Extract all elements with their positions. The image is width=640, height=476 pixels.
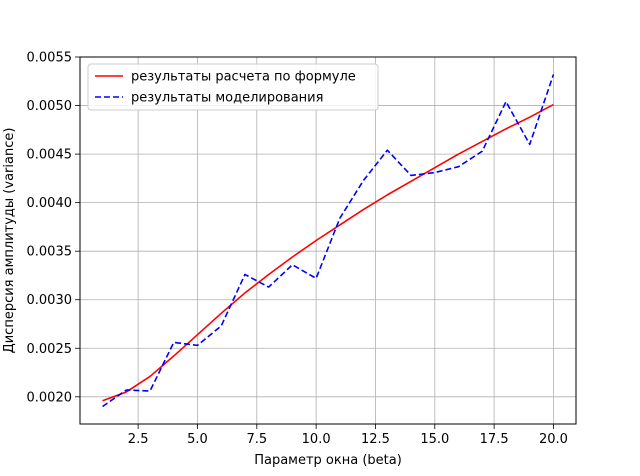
x-tick-label: 17.5 (480, 432, 509, 447)
y-tick-label: 0.0040 (27, 196, 73, 211)
x-tick-label: 5.0 (187, 432, 208, 447)
series-line-1 (102, 103, 554, 402)
series-lines (102, 74, 555, 408)
legend-box (87, 63, 379, 111)
y-axis-label: Дисперсия амплитуды (variance) (2, 128, 17, 354)
x-tick-label: 20.0 (539, 432, 568, 447)
legend-label: результаты расчета по формуле (131, 70, 356, 85)
y-tick-label: 0.0030 (27, 293, 73, 308)
legend: результаты расчета по формуле результаты … (87, 63, 379, 111)
series-line-2 (102, 74, 555, 408)
x-tick-label: 12.5 (361, 432, 390, 447)
axis-ticks: 2.5 5.0 7.5 10.0 12.5 15.0 17.5 20.0 0.0020 0.002… (27, 51, 568, 448)
x-tick-label: 7.5 (246, 432, 267, 447)
legend-label: результаты моделирования (131, 91, 323, 106)
x-axis-label: Параметр окна (beta) (254, 453, 402, 468)
x-tick-label: 15.0 (420, 432, 449, 447)
y-tick-label: 0.0045 (27, 148, 73, 163)
y-tick-label: 0.0055 (27, 51, 73, 66)
y-tick-label: 0.0025 (27, 342, 73, 357)
x-tick-label: 10.0 (302, 432, 331, 447)
y-tick-label: 0.0020 (27, 390, 73, 405)
y-tick-label: 0.0035 (27, 245, 73, 260)
plot-frame (79, 56, 577, 425)
y-tick-label: 0.0050 (27, 99, 73, 114)
x-tick-label: 2.5 (128, 432, 149, 447)
